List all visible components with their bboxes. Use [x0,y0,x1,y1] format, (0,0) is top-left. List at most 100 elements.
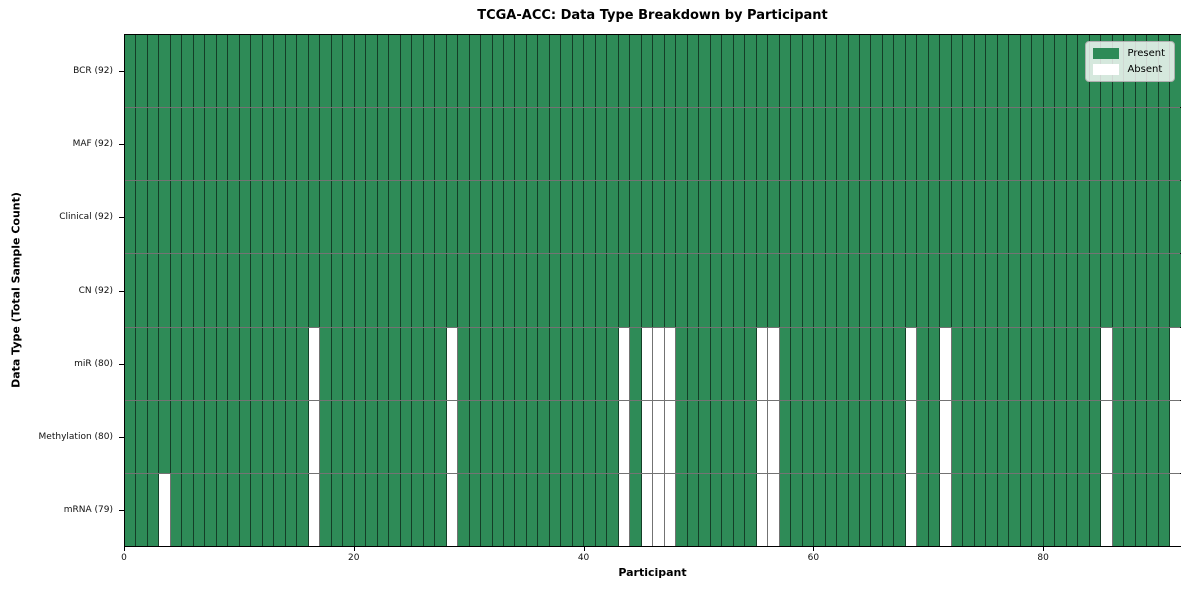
heatmap-cell [951,400,964,473]
heatmap-cell [182,327,194,400]
heatmap-cell [756,181,769,254]
heatmap-cell [377,108,390,181]
heatmap-cell [618,254,631,327]
heatmap-cell [1158,473,1171,546]
heatmap-cell [1101,181,1113,254]
heatmap-cell [1101,254,1113,327]
heatmap-cell [331,181,344,254]
heatmap-cell [435,108,447,181]
heatmap-cell [791,35,803,108]
heatmap-cell [641,108,654,181]
heatmap-cell [974,181,987,254]
heatmap-cell [1032,108,1044,181]
heatmap-cell [676,254,688,327]
heatmap-cell [170,108,183,181]
heatmap-cell [400,327,413,400]
heatmap-cell [905,327,918,400]
heatmap-cell [1101,400,1113,473]
heatmap-cell [1066,400,1079,473]
heatmap-cell [641,327,654,400]
heatmap-cell [1078,473,1090,546]
heatmap-cell [710,473,723,546]
heatmap-cell [986,35,998,108]
heatmap-cell [871,400,883,473]
heatmap-cell [928,473,941,546]
heatmap-cell [814,327,826,400]
heatmap-cell [595,400,608,473]
heatmap-cell [331,400,344,473]
heatmap-cell [515,400,527,473]
heatmap-cell [595,473,608,546]
heatmap-cell [458,35,470,108]
heatmap-cell [802,108,815,181]
heatmap-cell [147,181,160,254]
heatmap-cell [630,108,642,181]
heatmap-cell [515,35,527,108]
heatmap-cell [125,400,137,473]
heatmap-cell [366,254,378,327]
heatmap-cell [974,254,987,327]
heatmap-cell [297,473,309,546]
heatmap-cell [951,254,964,327]
heatmap-cell [1147,327,1159,400]
heatmap-cell [136,400,148,473]
heatmap-cell [469,181,482,254]
heatmap-cell [239,35,252,108]
heatmap-cell [1009,254,1021,327]
heatmap-cell [503,473,516,546]
heatmap-cell [170,473,183,546]
heatmap-cell [572,327,585,400]
heatmap-cell [917,254,929,327]
heatmap-cell [538,181,550,254]
heatmap-cell [997,181,1010,254]
heatmap-cell [1135,254,1148,327]
heatmap-cell [745,254,757,327]
heatmap-cell [584,35,596,108]
heatmap-cell [653,473,665,546]
heatmap-cell [584,254,596,327]
heatmap-cell [274,181,286,254]
heatmap-cell [561,254,573,327]
heatmap-cell [331,108,344,181]
heatmap-cell [503,400,516,473]
heatmap-cell [377,400,390,473]
heatmap-cell [1147,181,1159,254]
heatmap-cell [125,181,137,254]
heatmap-cell [435,35,447,108]
heatmap-cell [882,400,895,473]
heatmap-cell [572,400,585,473]
heatmap-cell [1112,181,1125,254]
heatmap-cell [125,254,137,327]
heatmap-cell [745,35,757,108]
heatmap-cell [446,108,459,181]
heatmap-cell [963,473,975,546]
heatmap-cell [641,35,654,108]
heatmap-cell [1055,254,1067,327]
heatmap-cell [561,181,573,254]
heatmap-cell [274,254,286,327]
heatmap-cell [1020,327,1033,400]
x-tick-mark [813,547,815,551]
heatmap-cell [458,327,470,400]
heatmap-cell [848,108,860,181]
heatmap-cell [676,473,688,546]
heatmap-cell [951,473,964,546]
heatmap-cell [1009,181,1021,254]
heatmap-cell [687,254,700,327]
heatmap-cell [894,35,906,108]
heatmap-cell [1101,327,1113,400]
heatmap-cell [147,108,160,181]
heatmap-cell [1066,254,1079,327]
heatmap-cell [354,181,367,254]
heatmap-cell [630,473,642,546]
heatmap-cell [458,181,470,254]
heatmap-cell [722,473,734,546]
heatmap-cell [1043,473,1056,546]
heatmap-cell [389,254,401,327]
heatmap-cell [515,473,527,546]
heatmap-cell [561,108,573,181]
heatmap-cell [216,400,229,473]
heatmap-cell [905,35,918,108]
heatmap-cell [446,327,459,400]
heatmap-cell [917,400,929,473]
